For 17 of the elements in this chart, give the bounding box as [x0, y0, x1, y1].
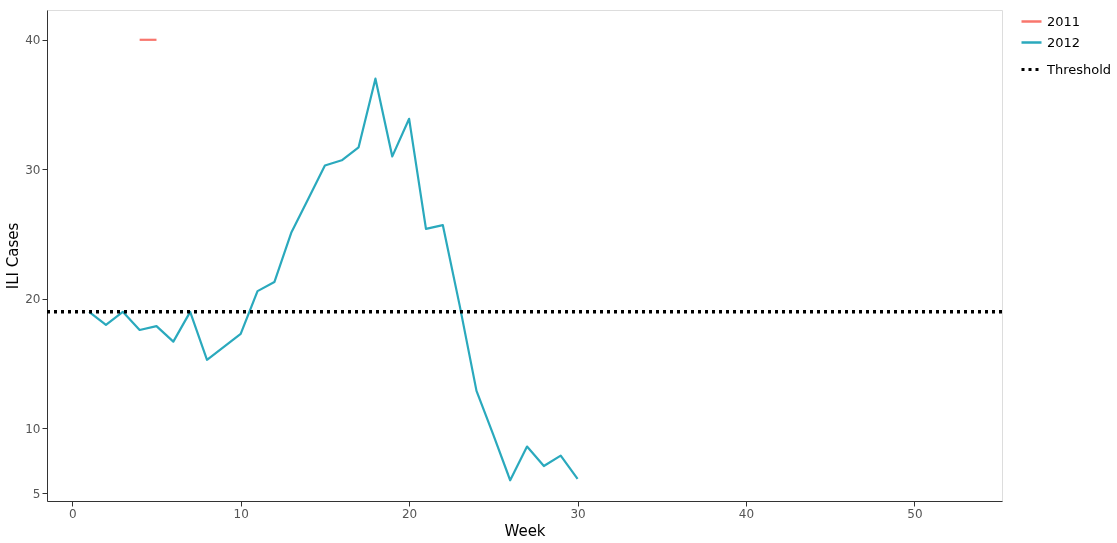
- x-tick-label: 40: [738, 506, 755, 521]
- legend-label: 2011: [1047, 13, 1081, 29]
- y-axis-title: ILI Cases: [4, 222, 23, 290]
- x-tick-label: 0: [68, 506, 77, 521]
- legend-label: 2012: [1047, 34, 1081, 50]
- y-tick-label: 30: [25, 162, 41, 177]
- line-series: [88, 77, 579, 482]
- x-tick-label: 50: [907, 506, 923, 521]
- x-tick-label: 10: [233, 506, 249, 521]
- y-tick-label: 40: [25, 33, 41, 48]
- x-tick-label: 20: [401, 506, 418, 521]
- y-tick-label: 20: [25, 292, 41, 307]
- legend-label: Threshold: [1046, 61, 1112, 77]
- x-tick-label: 30: [570, 506, 586, 521]
- x-axis-title: Week: [504, 521, 546, 540]
- y-tick-label: 10: [25, 421, 41, 436]
- y-tick-label: 5: [32, 486, 41, 501]
